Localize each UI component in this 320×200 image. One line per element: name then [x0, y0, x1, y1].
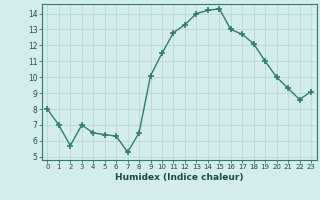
X-axis label: Humidex (Indice chaleur): Humidex (Indice chaleur): [115, 173, 244, 182]
